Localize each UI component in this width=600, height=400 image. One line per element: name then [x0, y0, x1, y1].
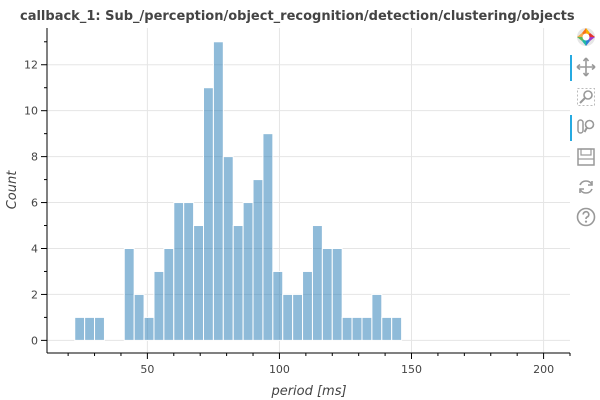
- y-tick-label: 0: [31, 334, 38, 347]
- y-tick-label: 12: [24, 59, 38, 72]
- histogram-bar[interactable]: [311, 225, 323, 341]
- plot-title: callback_1: Sub_/perception/object_recog…: [20, 9, 575, 24]
- histogram-bar[interactable]: [292, 293, 304, 341]
- y-tick-label: 8: [31, 151, 38, 164]
- histogram-bar[interactable]: [232, 225, 244, 341]
- histogram-bar[interactable]: [371, 293, 383, 341]
- histogram-bar[interactable]: [321, 247, 333, 341]
- histogram-bar[interactable]: [331, 247, 343, 341]
- pan-tool-button[interactable]: [570, 54, 600, 81]
- x-axis-label: period [ms]: [270, 384, 346, 399]
- histogram-bar[interactable]: [153, 270, 165, 341]
- help-icon: [576, 207, 596, 227]
- histogram-bar[interactable]: [193, 225, 205, 341]
- reset-tool-button[interactable]: [570, 174, 600, 200]
- y-tick-label: 6: [31, 197, 38, 210]
- histogram-bar[interactable]: [163, 247, 175, 341]
- y-axis-label: Count: [5, 170, 20, 210]
- histogram-bars[interactable]: [74, 41, 403, 341]
- x-tick-label: 200: [533, 363, 554, 376]
- histogram-bar[interactable]: [302, 270, 313, 341]
- y-tick-label: 10: [24, 105, 38, 118]
- help-tool-button[interactable]: [570, 204, 600, 230]
- x-tick-label: 50: [140, 363, 154, 376]
- histogram-bar[interactable]: [203, 87, 214, 341]
- plot-toolbar: [570, 24, 600, 244]
- wheel-zoom-icon: [577, 119, 595, 134]
- histogram-bar[interactable]: [361, 316, 373, 341]
- y-tick-label: 2: [31, 288, 38, 301]
- save-tool-button[interactable]: [570, 144, 600, 170]
- x-tick-label: 150: [401, 363, 422, 376]
- histogram-bar[interactable]: [341, 316, 353, 341]
- y-tick-label: 4: [31, 242, 38, 255]
- histogram-bar[interactable]: [262, 133, 274, 341]
- histogram-bar[interactable]: [94, 316, 105, 341]
- bokeh-logo-button[interactable]: [570, 24, 600, 50]
- save-icon: [577, 148, 595, 166]
- histogram-bar[interactable]: [173, 202, 185, 341]
- histogram-bar[interactable]: [391, 316, 403, 341]
- histogram-bar[interactable]: [242, 202, 254, 341]
- histogram-bar[interactable]: [351, 316, 363, 341]
- reset-icon: [579, 180, 593, 194]
- histogram-bar[interactable]: [252, 179, 264, 341]
- histogram-bar[interactable]: [282, 293, 294, 341]
- histogram-bar[interactable]: [143, 316, 155, 341]
- histogram-bar[interactable]: [74, 316, 86, 341]
- histogram-bar[interactable]: [212, 41, 224, 341]
- histogram-bar[interactable]: [133, 293, 145, 341]
- pan-icon: [576, 57, 596, 77]
- x-tick-label: 100: [269, 363, 290, 376]
- histogram-bar[interactable]: [222, 156, 234, 341]
- histogram-bar[interactable]: [84, 316, 96, 341]
- histogram-bar[interactable]: [123, 247, 135, 341]
- box-zoom-icon: [577, 88, 595, 106]
- histogram-bar[interactable]: [183, 202, 195, 341]
- histogram-bar[interactable]: [272, 270, 284, 341]
- tick-labels: 50 100 150 200 0 2 4 6 8 10 12: [24, 59, 554, 376]
- axes: [41, 28, 571, 359]
- bokeh-logo-icon: [577, 28, 595, 46]
- box-zoom-tool-button[interactable]: [570, 84, 600, 110]
- histogram-bar[interactable]: [381, 316, 393, 341]
- wheel-zoom-tool-button[interactable]: [570, 114, 600, 141]
